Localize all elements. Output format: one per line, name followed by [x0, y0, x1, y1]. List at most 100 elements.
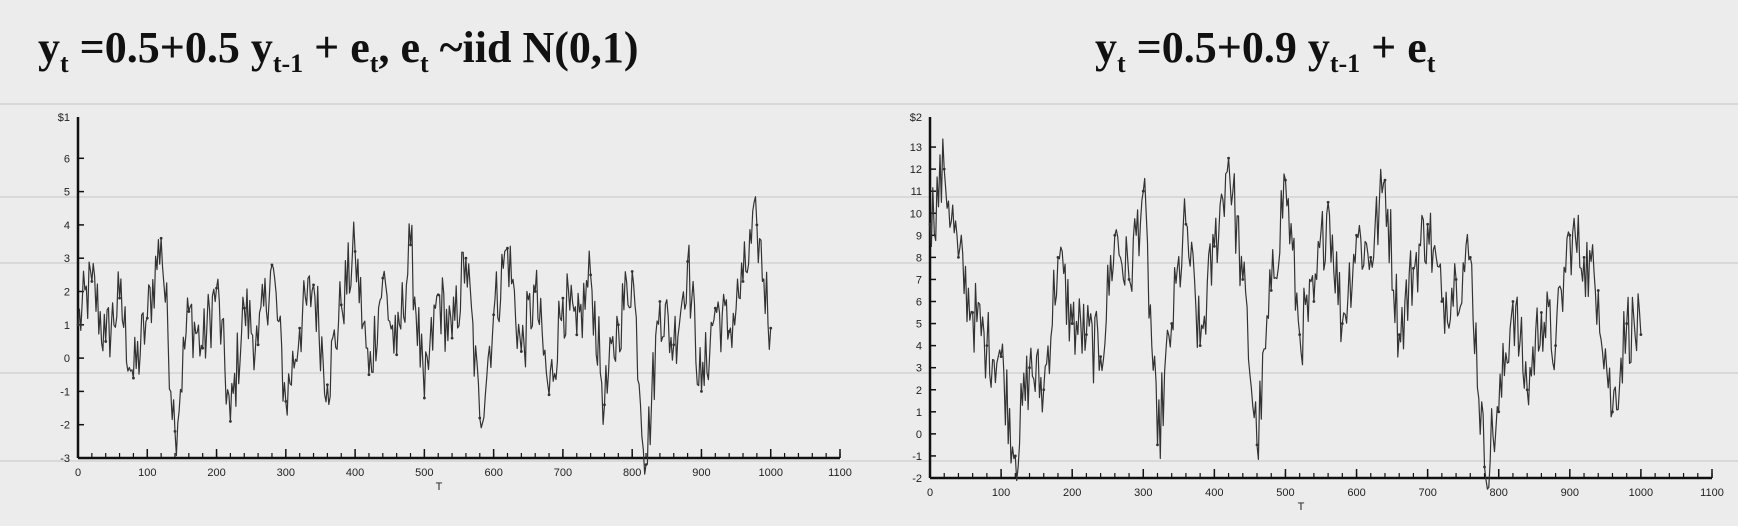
- right-data-point: [1454, 278, 1458, 281]
- title-right-part-4: + e: [1360, 23, 1427, 72]
- right-data-point: [1511, 300, 1515, 303]
- right-x-tick-label: 0: [927, 487, 933, 499]
- right-data-point: [1468, 255, 1472, 259]
- left-x-tick-label: 1000: [758, 467, 782, 479]
- right-data-point: [1056, 255, 1060, 259]
- right-y-tick-label: 10: [910, 208, 922, 220]
- title-left-sub-5: t: [369, 48, 379, 78]
- right-data-point: [1525, 388, 1529, 392]
- right-data-point: [1298, 333, 1302, 336]
- left-data-point: [395, 353, 399, 357]
- right-y-tick-label: 1: [916, 407, 922, 419]
- left-y-tick-label: -2: [60, 420, 70, 432]
- left-data-point: [145, 316, 149, 320]
- left-data-point: [381, 276, 385, 280]
- left-x-tick-label: 500: [415, 467, 433, 479]
- right-y-tick-label: 8: [916, 252, 922, 264]
- left-data-point: [630, 270, 634, 273]
- left-data-point: [256, 343, 260, 347]
- right-data-point: [1028, 366, 1031, 370]
- left-x-tick-label: 900: [692, 467, 710, 479]
- left-data-point: [312, 283, 315, 287]
- right-x-tick-label: 1000: [1629, 487, 1653, 499]
- left-data-point: [727, 330, 731, 333]
- right-data-point: [999, 355, 1003, 359]
- title-left-part-8: ~iid N(0,1): [428, 23, 639, 72]
- title-left-part-6: , e: [378, 23, 420, 72]
- left-x-tick-label: 200: [207, 467, 225, 479]
- right-data-point: [1426, 222, 1430, 226]
- title-left-part-0: y: [38, 23, 60, 72]
- left-data-point: [422, 396, 426, 400]
- left-data-point: [409, 243, 412, 247]
- right-data-point: [1070, 322, 1074, 325]
- right-x-tick-label: 800: [1490, 487, 1508, 499]
- right-data-point: [1156, 443, 1159, 447]
- right-y-tick-label: -2: [912, 473, 922, 485]
- left-x-tick-label: 800: [623, 467, 641, 479]
- left-data-point: [367, 373, 371, 377]
- right-data-point: [957, 255, 960, 259]
- left-data-point: [686, 260, 689, 263]
- right-top-label: $2: [910, 112, 922, 124]
- left-data-point: [298, 326, 302, 330]
- left-data-point: [187, 310, 191, 313]
- chart-title-left: yt =0.5+0.5 yt-1 + et, et ~iid N(0,1): [38, 22, 639, 79]
- left-data-point: [755, 223, 759, 227]
- right-data-point: [1198, 344, 1202, 348]
- left-data-point: [270, 263, 274, 267]
- right-data-point: [1184, 222, 1188, 226]
- right-y-tick-label: 3: [916, 363, 922, 375]
- right-data-point: [1113, 233, 1117, 237]
- right-data-point: [1582, 255, 1586, 259]
- right-data-point: [1383, 178, 1387, 182]
- right-y-tick-label: 11: [911, 186, 922, 198]
- right-y-tick-label: 6: [916, 297, 922, 309]
- right-data-point: [1397, 333, 1401, 336]
- right-y-tick-label: 2: [916, 385, 922, 397]
- title-left-part-2: =0.5+0.5 y: [68, 23, 273, 72]
- right-x-axis-title: T: [1298, 501, 1305, 513]
- title-left-sub-1: t: [60, 48, 69, 78]
- right-y-tick-label: 5: [916, 319, 922, 331]
- right-x-tick-label: 100: [992, 487, 1010, 499]
- right-data-point: [1483, 465, 1486, 469]
- right-x-tick-label: 900: [1561, 487, 1579, 499]
- right-x-tick-label: 400: [1205, 487, 1223, 499]
- left-data-point: [215, 286, 218, 290]
- right-data-point: [1596, 289, 1600, 292]
- right-data-point: [1312, 300, 1316, 303]
- left-data-point: [603, 403, 606, 407]
- left-x-tick-label: 600: [484, 467, 502, 479]
- left-data-point: [229, 419, 232, 423]
- left-data-point: [713, 306, 717, 310]
- left-data-point: [658, 300, 662, 303]
- left-data-point: [575, 333, 579, 337]
- right-data-point: [1085, 333, 1088, 336]
- right-data-point: [1497, 410, 1501, 414]
- right-data-point: [1625, 322, 1629, 325]
- right-y-tick-label: 4: [916, 341, 922, 353]
- right-data-point: [1412, 267, 1415, 270]
- left-x-tick-label: 0: [75, 467, 81, 479]
- right-data-point: [1269, 289, 1273, 292]
- right-x-tick-label: 1100: [1700, 487, 1724, 499]
- left-data-point: [478, 416, 482, 420]
- right-data-point: [1611, 410, 1614, 414]
- right-x-tick-label: 600: [1347, 487, 1365, 499]
- right-data-point: [1013, 454, 1017, 458]
- right-data-point: [1340, 322, 1344, 325]
- right-data-point: [1539, 311, 1543, 314]
- left-x-tick-label: 300: [277, 467, 295, 479]
- right-data-point: [1099, 355, 1103, 359]
- left-data-point: [118, 296, 121, 300]
- left-x-axis-title: T: [436, 481, 443, 493]
- right-y-tick-label: 0: [916, 429, 922, 441]
- right-y-tick-label: 9: [916, 230, 922, 242]
- right-data-point: [1127, 278, 1131, 281]
- right-x-tick-label: 300: [1134, 487, 1152, 499]
- title-right-sub-5: t: [1426, 48, 1436, 78]
- right-data-point: [1042, 388, 1046, 392]
- left-data-point: [547, 393, 551, 397]
